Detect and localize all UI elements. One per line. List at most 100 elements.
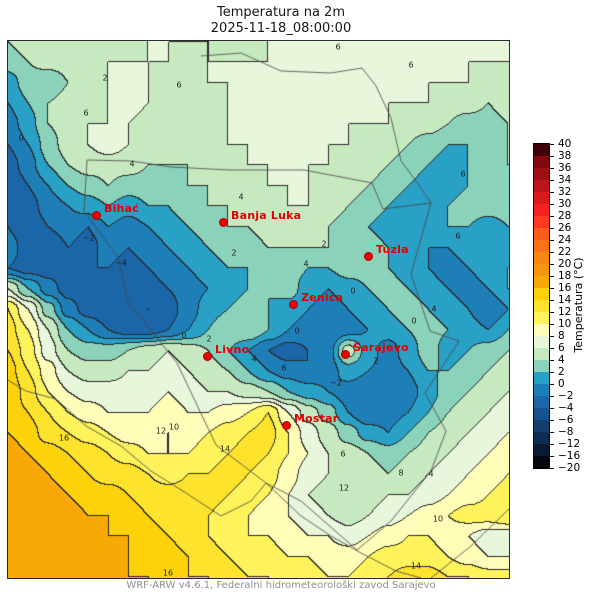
colorbar-tick-label: 30: [558, 198, 572, 210]
colorbar-tick-label: −4: [558, 402, 574, 414]
colorbar-segment: [534, 204, 549, 216]
colorbar: 40 38 36 34 32 30 28 26 24 22 20 18 16 14 12 10 8 6 4 2 0 −2−…: [533, 138, 600, 474]
contour-label: 0: [411, 316, 417, 326]
colorbar-tick: [550, 348, 554, 349]
contour-label: 6: [176, 80, 182, 90]
colorbar-tick-label: 10: [558, 318, 572, 330]
colorbar-tick: [550, 288, 554, 289]
colorbar-tick: [550, 396, 554, 397]
city-marker-livno: [202, 351, 212, 361]
colorbar-tick-label: 2: [558, 366, 565, 378]
city-marker-tuzla: [363, 251, 373, 261]
colorbar-tick-label: −12: [558, 438, 581, 450]
colorbar-tick: [550, 180, 554, 181]
colorbar-tick: [550, 408, 554, 409]
contour-label: 6: [335, 42, 341, 52]
colorbar-axis-label: Temperatura (°C): [572, 257, 585, 353]
colorbar-tick: [550, 444, 554, 445]
city-marker-zenica: [288, 299, 298, 309]
colorbar-segment: [534, 252, 549, 264]
colorbar-segment: [534, 300, 549, 312]
colorbar-segment: [534, 216, 549, 228]
contour-label: 0: [181, 331, 187, 341]
colorbar-segment: [534, 420, 549, 432]
contour-label: 16: [162, 568, 174, 578]
contour-label: 8: [398, 468, 404, 478]
contour-label: −2: [83, 233, 95, 243]
contour-label: 2: [321, 239, 327, 249]
colorbar-tick-label: 28: [558, 210, 572, 222]
colorbar-segment: [534, 228, 549, 240]
colorbar-tick-label: 34: [558, 174, 572, 186]
colorbar-tick-label: 24: [558, 234, 572, 246]
colorbar-tick-label: 6: [558, 342, 565, 354]
contour-label: 6: [460, 169, 466, 179]
contour-label: 14: [410, 561, 422, 571]
contour-label: 10: [168, 422, 180, 432]
colorbar-segment: [534, 324, 549, 336]
colorbar-segment: [534, 144, 549, 156]
colorbar-segment: [534, 192, 549, 204]
contour-label: 0: [18, 133, 24, 143]
colorbar-tick: [550, 456, 554, 457]
colorbar-tick: [550, 240, 554, 241]
contour-label: 2: [102, 73, 108, 83]
colorbar-segment: [534, 444, 549, 456]
contour-label: 14: [219, 444, 231, 454]
colorbar-tick-label: 0: [558, 378, 565, 390]
contour-label: 12: [155, 426, 167, 436]
colorbar-tick-label: 4: [558, 354, 565, 366]
contour-label: 6: [83, 108, 89, 118]
colorbar-segment: [534, 288, 549, 300]
contour-label: 4: [238, 192, 244, 202]
colorbar-tick-label: 38: [558, 150, 572, 162]
colorbar-tick: [550, 228, 554, 229]
colorbar-tick-label: 14: [558, 294, 572, 306]
colorbar-segment: [534, 360, 549, 372]
colorbar-segment: [534, 384, 549, 396]
colorbar-tick: [550, 192, 554, 193]
contour-label: 6: [408, 60, 414, 70]
contour-label: 0: [350, 286, 356, 296]
colorbar-segment: [534, 276, 549, 288]
contour-label: 2: [231, 248, 237, 258]
colorbar-tick-label: −20: [558, 462, 581, 474]
colorbar-tick-label: 22: [558, 246, 572, 258]
colorbar-segment: [534, 396, 549, 408]
city-label-banja-luka: Banja Luka: [231, 209, 302, 222]
colorbar-tick: [550, 144, 554, 145]
contour-label: 6: [340, 449, 346, 459]
colorbar-tick-label: 36: [558, 162, 572, 174]
colorbar-segment: [534, 372, 549, 384]
temperature-map-canvas: [8, 41, 509, 578]
colorbar-gradient: [533, 143, 550, 469]
colorbar-tick: [550, 420, 554, 421]
colorbar-tick-label: 20: [558, 258, 572, 270]
city-marker-mostar: [281, 420, 291, 430]
colorbar-segment: [534, 156, 549, 168]
contour-label: 10: [432, 514, 444, 524]
colorbar-tick: [550, 156, 554, 157]
colorbar-tick-label: 18: [558, 270, 572, 282]
contour-label: 0: [294, 326, 300, 336]
colorbar-tick-label: −16: [558, 450, 581, 462]
colorbar-segment: [534, 168, 549, 180]
contour-label: 2: [373, 356, 379, 366]
contour-label: −4: [115, 258, 127, 268]
chart-title: Temperatura na 2m: [216, 5, 345, 20]
contour-label: 4: [129, 159, 135, 169]
colorbar-tick-label: −2: [558, 390, 574, 402]
contour-label: 16: [58, 433, 70, 443]
colorbar-tick: [550, 336, 554, 337]
colorbar-tick-label: 26: [558, 222, 572, 234]
map-plot-area: 6 6 6 2 6 0 4 4 −2 2 4 2 6 6 0 4 0 2 0 4 6 −2 2 0 −4 16 14 12 10 16 12…: [7, 40, 510, 579]
colorbar-tick-label: 12: [558, 306, 572, 318]
colorbar-segment: [534, 432, 549, 444]
colorbar-tick: [550, 252, 554, 253]
contour-label: 12: [338, 483, 350, 493]
contour-label: 4: [431, 304, 437, 314]
colorbar-tick: [550, 216, 554, 217]
city-label-mostar: Mostar: [294, 412, 339, 425]
colorbar-tick: [550, 384, 554, 385]
